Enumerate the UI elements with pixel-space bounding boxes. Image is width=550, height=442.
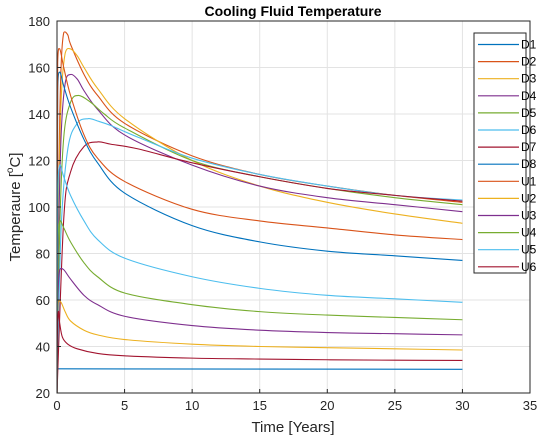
x-tick-label: 20	[320, 398, 334, 413]
x-tick-label: 10	[185, 398, 199, 413]
y-tick-label: 140	[28, 107, 50, 122]
legend-label-d4: D4	[521, 89, 537, 103]
series-line-u3	[57, 267, 463, 393]
x-tick-label: 35	[523, 398, 537, 413]
legend-label-d3: D3	[521, 72, 537, 86]
x-axis-label: Time [Years]	[251, 419, 334, 436]
series-line-u1	[57, 47, 463, 393]
legend-label-u6: U6	[521, 260, 537, 274]
series-line-u5	[57, 164, 463, 393]
series-line-d7	[57, 141, 463, 393]
legend-label-d5: D5	[521, 106, 537, 120]
x-tick-label: 5	[121, 398, 128, 413]
legend-box	[473, 32, 527, 274]
legend-label-u1: U1	[521, 174, 537, 188]
y-tick-label: 20	[36, 386, 50, 401]
y-axis-label: Temperaure [oC]	[5, 153, 24, 262]
y-tick-label: 60	[36, 293, 50, 308]
y-tick-label: 80	[36, 247, 50, 262]
series-line-d3	[57, 47, 463, 393]
legend-label-u2: U2	[521, 191, 537, 205]
y-tick-label: 160	[28, 61, 50, 76]
x-tick-label: 15	[252, 398, 266, 413]
legend-label-u3: U3	[521, 209, 537, 223]
y-axis: 20 40 60 80 100 120 140 160 180	[28, 14, 61, 401]
y-tick-label: 120	[28, 154, 50, 169]
y-axis-label-unit: C]	[7, 153, 24, 168]
x-tick-label: 25	[388, 398, 402, 413]
legend-label-u5: U5	[521, 243, 537, 257]
series-line-u4	[57, 219, 463, 393]
legend-label-d1: D1	[521, 38, 537, 52]
series-line-u2	[57, 300, 463, 393]
legend-label-d2: D2	[521, 55, 537, 69]
y-axis-label-main: Temperaure [	[7, 172, 24, 261]
x-tick-label: 0	[53, 398, 60, 413]
series-line-u6	[57, 310, 463, 393]
chart-title: Cooling Fluid Temperature	[204, 3, 381, 19]
legend: D1 D2 D3 D4 D5 D6 D7 D8 U1 U2 U3 U4 U5 U6	[478, 38, 537, 274]
y-tick-label: 100	[28, 200, 50, 215]
y-tick-label: 40	[36, 340, 50, 355]
series-line-d1	[57, 368, 463, 370]
y-axis-label-superscript: o	[5, 167, 16, 173]
legend-label-d7: D7	[521, 140, 537, 154]
legend-label-d6: D6	[521, 123, 537, 137]
x-axis: 0 5 10 15 20 25 30 35	[53, 389, 537, 413]
legend-label-u4: U4	[521, 226, 537, 240]
legend-label-d8: D8	[521, 157, 537, 171]
series-line-d4	[57, 73, 463, 393]
y-tick-label: 180	[28, 14, 50, 29]
x-tick-label: 30	[455, 398, 469, 413]
series-lines	[57, 31, 463, 393]
series-line-d6	[57, 118, 463, 393]
